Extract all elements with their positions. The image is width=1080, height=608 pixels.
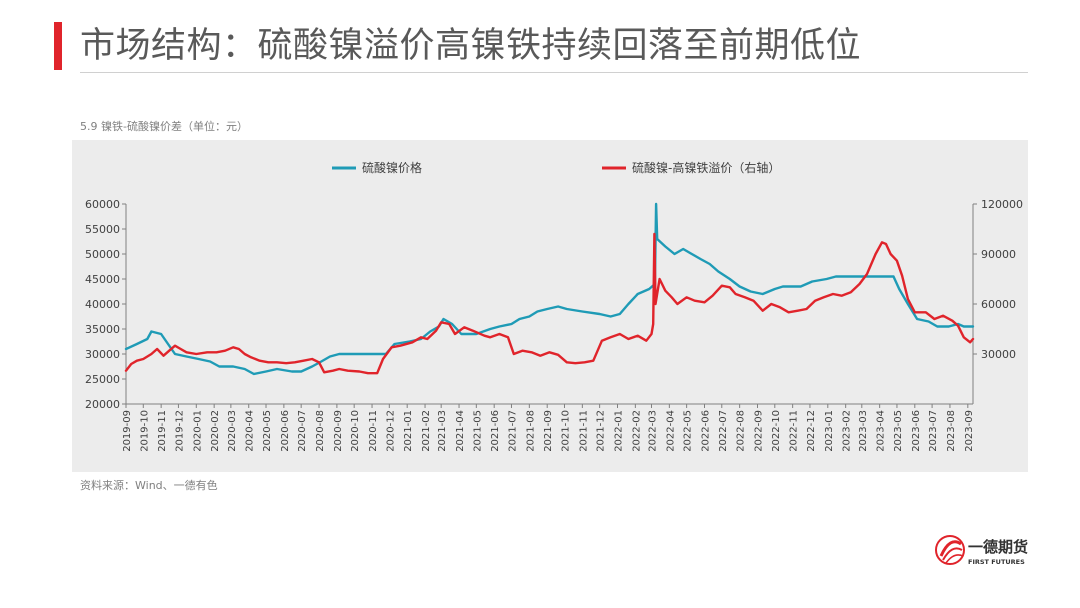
x-tick-label: 2021-12	[596, 410, 607, 452]
x-tick-label: 2022-01	[613, 410, 624, 452]
legend-label-premium: 硫酸镍-高镍铁溢价（右轴）	[632, 160, 780, 175]
y-left-tick-label: 25000	[85, 373, 120, 386]
x-tick-label: 2019-11	[157, 410, 168, 452]
y-left-tick-label: 20000	[85, 398, 120, 411]
x-tick-label: 2019-12	[174, 410, 185, 452]
x-tick-label: 2021-03	[437, 410, 448, 452]
x-tick-label: 2021-11	[578, 410, 589, 452]
figure-caption: 5.9 镍铁-硫酸镍价差（单位：元）	[80, 120, 248, 133]
chart-panel: 硫酸镍价格 硫酸镍-高镍铁溢价（右轴） 60000 55000 50000 45000…	[72, 140, 1028, 472]
first-futures-logo-icon	[935, 535, 965, 565]
line-chart: 硫酸镍价格 硫酸镍-高镍铁溢价（右轴） 60000 55000 50000 45000…	[85, 160, 1023, 452]
x-tick-label: 2023-07	[928, 410, 939, 452]
y-left-tick-label: 45000	[85, 273, 120, 286]
x-tick-label: 2020-07	[297, 410, 308, 452]
x-tick-label: 2023-04	[876, 410, 887, 452]
x-tick-label: 2022-08	[736, 410, 747, 452]
x-tick-label: 2022-07	[718, 410, 729, 452]
series-line-nickel-sulfate-price	[124, 202, 975, 376]
x-tick-label: 2020-03	[227, 410, 238, 452]
x-tick-label: 2020-10	[350, 410, 361, 452]
x-tick-label: 2023-06	[911, 410, 922, 452]
x-tick-label: 2022-06	[700, 410, 711, 452]
x-tick-label: 2023-09	[964, 410, 975, 452]
x-tick-label: 2020-06	[280, 410, 291, 452]
x-tick-label: 2020-08	[315, 410, 326, 452]
x-tick-label: 2023-05	[893, 410, 904, 452]
x-tick-label: 2022-04	[665, 410, 676, 452]
title-divider	[80, 72, 1028, 73]
x-tick-label: 2020-11	[368, 410, 379, 452]
x-tick-label: 2019-09	[122, 410, 133, 452]
x-tick-label: 2022-09	[754, 410, 765, 452]
x-tick-label: 2021-09	[543, 410, 554, 452]
x-tick-label: 2022-03	[647, 410, 658, 452]
y-right-tick-label: 90000	[981, 248, 1016, 261]
x-tick-label: 2020-09	[333, 410, 344, 452]
x-tick-label: 2019-10	[139, 410, 150, 452]
x-tick-label: 2020-05	[262, 410, 273, 452]
x-tick-label: 2022-02	[631, 410, 642, 452]
title-accent-bar	[54, 22, 62, 70]
page-title: 市场结构：硫酸镍溢价高镍铁持续回落至前期低位	[80, 26, 862, 66]
logo-name-en: FIRST FUTURES	[968, 558, 1025, 566]
y-left-tick-label: 40000	[85, 298, 120, 311]
x-tick-label: 2021-06	[490, 410, 501, 452]
y-left-tick-label: 60000	[85, 198, 120, 211]
y-left-tick-label: 50000	[85, 248, 120, 261]
x-tick-label: 2023-02	[842, 410, 853, 452]
chart-series	[124, 202, 975, 376]
first-futures-logo: 一德期货 FIRST FUTURES	[934, 532, 1044, 568]
y-left-tick-label: 35000	[85, 323, 120, 336]
series-line-nickel-sulfate-premium	[124, 232, 975, 375]
x-tick-label: 2021-02	[421, 410, 432, 452]
x-tick-label: 2022-05	[683, 410, 694, 452]
x-tick-label: 2021-07	[507, 410, 518, 452]
chart-axes: 60000 55000 50000 45000 40000 35000 30000 25000…	[85, 198, 1023, 452]
x-tick-label: 2021-04	[455, 410, 466, 452]
x-tick-label: 2020-02	[210, 410, 221, 452]
logo-name-cn: 一德期货	[968, 538, 1028, 556]
x-tick-label: 2023-01	[824, 410, 835, 452]
x-tick-label: 2021-05	[472, 410, 483, 452]
x-tick-label: 2021-10	[560, 410, 571, 452]
x-tick-label: 2022-10	[771, 410, 782, 452]
legend-label-nickel-sulfate: 硫酸镍价格	[362, 160, 422, 175]
x-tick-label: 2023-08	[946, 410, 957, 452]
y-right-tick-label: 60000	[981, 298, 1016, 311]
y-right-tick-label: 30000	[981, 348, 1016, 361]
figure-source: 资料来源：Wind、一德有色	[80, 479, 218, 492]
x-tick-label: 2020-12	[385, 410, 396, 452]
y-left-tick-label: 55000	[85, 223, 120, 236]
y-left-tick-label: 30000	[85, 348, 120, 361]
x-tick-label: 2021-01	[403, 410, 414, 452]
x-tick-label: 2020-01	[192, 410, 203, 452]
x-tick-label: 2022-12	[806, 410, 817, 452]
x-tick-label: 2021-08	[525, 410, 536, 452]
x-tick-label: 2020-04	[245, 410, 256, 452]
x-tick-label: 2022-11	[789, 410, 800, 452]
y-right-tick-label: 120000	[981, 198, 1023, 211]
chart-legend: 硫酸镍价格 硫酸镍-高镍铁溢价（右轴）	[332, 160, 780, 175]
x-tick-label: 2023-03	[858, 410, 869, 452]
